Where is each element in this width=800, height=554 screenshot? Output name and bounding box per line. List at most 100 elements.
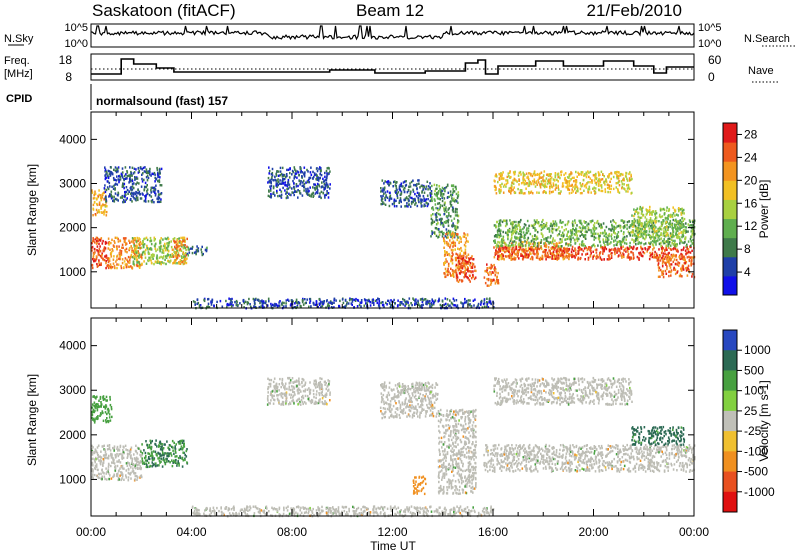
power-cell [409,182,411,185]
power-cell [668,209,670,212]
power-cell [125,198,127,202]
power-cell [498,177,501,180]
power-cell [121,195,124,198]
power-cell [552,238,554,242]
power-cell [137,255,140,258]
power-cell [640,216,643,219]
power-cell [210,303,213,306]
power-cell [295,298,298,301]
freq-trace [91,58,694,75]
power-cell [408,203,410,206]
power-cell [651,251,654,255]
power-cell [463,235,466,238]
power-cell [692,227,695,230]
power-cell [456,256,458,260]
power-cell [182,256,185,259]
power-cell [571,223,574,226]
power-cell [512,232,515,235]
power-cell [645,213,648,216]
power-cell [576,190,578,193]
power-cell [101,196,104,199]
power-cell [283,174,286,177]
power-cell [186,252,189,256]
power-cell [562,249,565,253]
power-cell [655,216,658,219]
power-cell [91,264,94,267]
power-cell [687,230,689,233]
power-cell [186,245,188,248]
power-cell [106,205,108,208]
power-cell [97,194,99,198]
power-cell [447,221,449,224]
power-cell [495,280,498,283]
power-cell [426,204,429,208]
power-cell [270,304,273,307]
power-cell [498,248,500,251]
power-cell [278,301,280,304]
power-cell [211,298,214,302]
power-cell [443,246,445,249]
power-cell [187,246,190,249]
power-cell [570,235,572,239]
power-cell [508,175,510,178]
power-cell [609,257,611,261]
power-cell [393,198,396,201]
power-cell [146,179,149,182]
power-cell [299,166,302,169]
power-cell [376,301,379,305]
power-cell [137,192,139,195]
power-cell [526,227,528,230]
power-cell [436,194,438,198]
power-cell [598,234,600,237]
power-cell [298,174,300,177]
power-cell [520,254,522,257]
power-cell [627,253,630,256]
power-cell [510,254,512,257]
power-cell [655,252,658,255]
power-cell [120,253,123,256]
power-cell [509,244,511,248]
power-cell [123,182,126,186]
power-cell [277,183,279,187]
power-cell [545,177,548,180]
power-cell [463,251,465,255]
power-cell [681,207,683,210]
power-cell [502,254,505,258]
power-cell [501,253,503,256]
power-cell [454,256,457,260]
power-cell [522,171,524,174]
power-cell [635,243,637,246]
power-cell [472,273,474,277]
power-cell [320,190,323,194]
power-cell [633,222,635,225]
power-cell [655,212,658,215]
power-cell [166,248,169,252]
power-cell [690,235,693,239]
power-cell [578,249,581,252]
power-cell [599,223,602,226]
power-cell [600,246,602,249]
power-cell [570,238,572,241]
power-cell [494,282,497,285]
power-cell [577,246,580,249]
power-cell [562,233,565,236]
power-cell [635,234,638,238]
power-cell [673,258,676,261]
power-cell [677,250,679,253]
power-cell [555,245,558,248]
power-cell [615,249,617,252]
power-cell [497,255,499,258]
power-cell [578,243,581,246]
power-cell [391,202,394,206]
power-cell [158,179,161,182]
power-cell [388,204,391,208]
power-cell [569,173,571,176]
power-cell [654,210,657,213]
power-cell [388,197,391,201]
power-cell [181,256,184,259]
power-cell [527,184,530,188]
power-cell [501,182,503,186]
power-cell [410,190,412,193]
power-cell [608,258,610,261]
power-cell [145,248,147,252]
